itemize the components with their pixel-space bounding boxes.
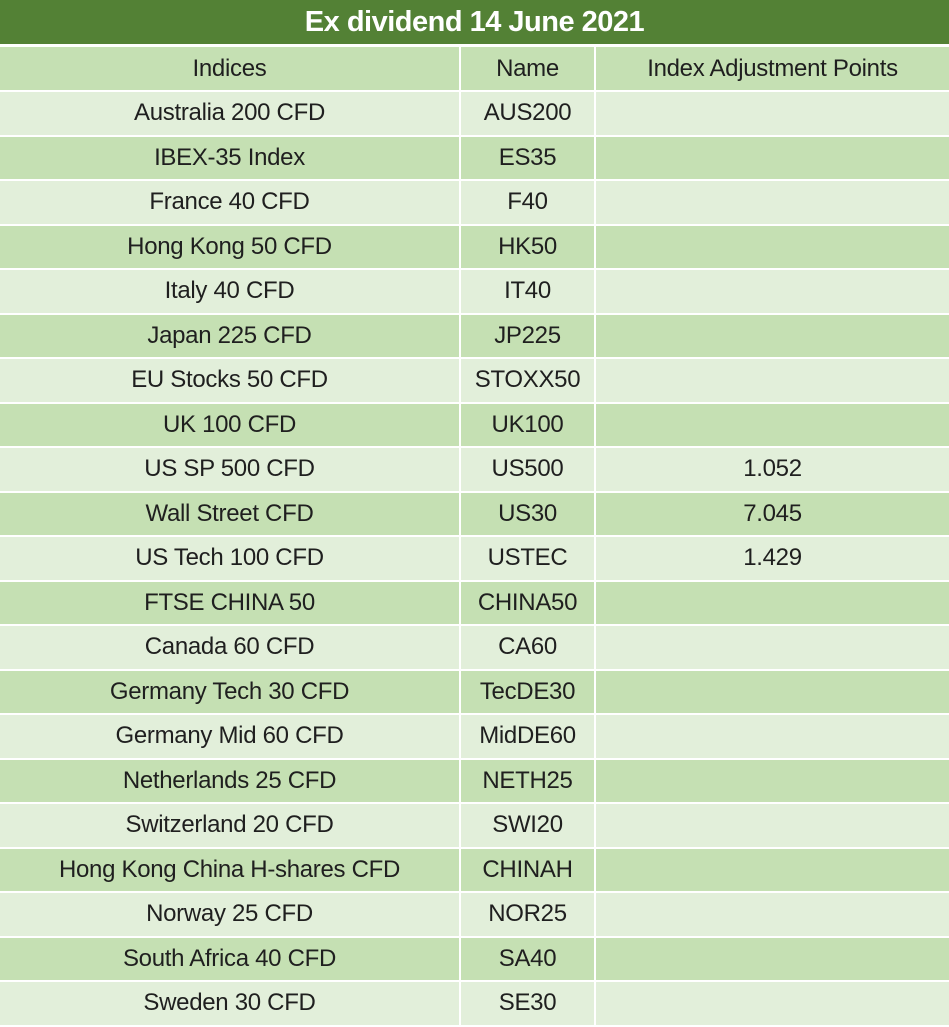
cell-index-adjustment-points bbox=[594, 846, 949, 893]
cell-indices: US Tech 100 CFD bbox=[0, 535, 461, 582]
table-row: UK 100 CFD UK100 bbox=[0, 401, 949, 448]
cell-indices: Japan 225 CFD bbox=[0, 312, 461, 359]
cell-indices: Hong Kong China H-shares CFD bbox=[0, 846, 461, 893]
cell-indices: Netherlands 25 CFD bbox=[0, 757, 461, 804]
table-row: Canada 60 CFD CA60 bbox=[0, 624, 949, 671]
table-row: IBEX-35 Index ES35 bbox=[0, 134, 949, 181]
cell-name: SE30 bbox=[459, 980, 596, 1025]
cell-name: US30 bbox=[459, 490, 596, 537]
table-row: South Africa 40 CFD SA40 bbox=[0, 935, 949, 982]
cell-indices: EU Stocks 50 CFD bbox=[0, 357, 461, 404]
table-row: US SP 500 CFD US500 1.052 bbox=[0, 446, 949, 493]
table-row: Germany Tech 30 CFD TecDE30 bbox=[0, 668, 949, 715]
cell-index-adjustment-points bbox=[594, 713, 949, 760]
cell-name: F40 bbox=[459, 179, 596, 226]
cell-indices: Hong Kong 50 CFD bbox=[0, 223, 461, 270]
cell-index-adjustment-points bbox=[594, 935, 949, 982]
cell-index-adjustment-points bbox=[594, 668, 949, 715]
cell-index-adjustment-points bbox=[594, 891, 949, 938]
cell-name: NOR25 bbox=[459, 891, 596, 938]
table-row: Japan 225 CFD JP225 bbox=[0, 312, 949, 359]
cell-index-adjustment-points bbox=[594, 134, 949, 181]
cell-indices: Germany Mid 60 CFD bbox=[0, 713, 461, 760]
table-row: Italy 40 CFD IT40 bbox=[0, 268, 949, 315]
cell-indices: Switzerland 20 CFD bbox=[0, 802, 461, 849]
cell-name: STOXX50 bbox=[459, 357, 596, 404]
table-row: Netherlands 25 CFD NETH25 bbox=[0, 757, 949, 804]
table-row: Switzerland 20 CFD SWI20 bbox=[0, 802, 949, 849]
title-bar: Ex dividend 14 June 2021 bbox=[0, 0, 949, 44]
cell-indices: South Africa 40 CFD bbox=[0, 935, 461, 982]
cell-indices: FTSE CHINA 50 bbox=[0, 579, 461, 626]
cell-indices: Wall Street CFD bbox=[0, 490, 461, 537]
table-row: Wall Street CFD US30 7.045 bbox=[0, 490, 949, 537]
cell-index-adjustment-points bbox=[594, 357, 949, 404]
cell-indices: UK 100 CFD bbox=[0, 401, 461, 448]
cell-index-adjustment-points bbox=[594, 223, 949, 270]
cell-name: IT40 bbox=[459, 268, 596, 315]
cell-name: HK50 bbox=[459, 223, 596, 270]
table-row: France 40 CFD F40 bbox=[0, 179, 949, 226]
cell-name: JP225 bbox=[459, 312, 596, 359]
col-header-index-adjustment-points: Index Adjustment Points bbox=[594, 47, 949, 92]
table-row: Hong Kong China H-shares CFD CHINAH bbox=[0, 846, 949, 893]
cell-name: SA40 bbox=[459, 935, 596, 982]
table-row: Australia 200 CFD AUS200 bbox=[0, 90, 949, 137]
header-row: Indices Name Index Adjustment Points bbox=[0, 47, 949, 92]
cell-name: US500 bbox=[459, 446, 596, 493]
cell-indices: Italy 40 CFD bbox=[0, 268, 461, 315]
cell-indices: IBEX-35 Index bbox=[0, 134, 461, 181]
cell-index-adjustment-points bbox=[594, 401, 949, 448]
cell-indices: US SP 500 CFD bbox=[0, 446, 461, 493]
page-title: Ex dividend 14 June 2021 bbox=[304, 5, 645, 38]
cell-index-adjustment-points: 1.052 bbox=[594, 446, 949, 493]
table-row: FTSE CHINA 50 CHINA50 bbox=[0, 579, 949, 626]
cell-name: CHINA50 bbox=[459, 579, 596, 626]
cell-index-adjustment-points bbox=[594, 980, 949, 1025]
table-row: Germany Mid 60 CFD MidDE60 bbox=[0, 713, 949, 760]
cell-index-adjustment-points: 7.045 bbox=[594, 490, 949, 537]
table-row: Hong Kong 50 CFD HK50 bbox=[0, 223, 949, 270]
cell-index-adjustment-points bbox=[594, 90, 949, 137]
cell-name: CA60 bbox=[459, 624, 596, 671]
cell-indices: Australia 200 CFD bbox=[0, 90, 461, 137]
table-row: US Tech 100 CFD USTEC 1.429 bbox=[0, 535, 949, 582]
table-row: Norway 25 CFD NOR25 bbox=[0, 891, 949, 938]
cell-index-adjustment-points bbox=[594, 802, 949, 849]
cell-name: ES35 bbox=[459, 134, 596, 181]
cell-index-adjustment-points bbox=[594, 312, 949, 359]
col-header-name: Name bbox=[459, 47, 596, 92]
cell-name: MidDE60 bbox=[459, 713, 596, 760]
cell-name: USTEC bbox=[459, 535, 596, 582]
cell-indices: Norway 25 CFD bbox=[0, 891, 461, 938]
cell-index-adjustment-points bbox=[594, 624, 949, 671]
table-row: Sweden 30 CFD SE30 bbox=[0, 980, 949, 1025]
cell-index-adjustment-points bbox=[594, 268, 949, 315]
cell-name: UK100 bbox=[459, 401, 596, 448]
table-row: EU Stocks 50 CFD STOXX50 bbox=[0, 357, 949, 404]
cell-indices: Germany Tech 30 CFD bbox=[0, 668, 461, 715]
cell-name: NETH25 bbox=[459, 757, 596, 804]
cell-name: CHINAH bbox=[459, 846, 596, 893]
cell-index-adjustment-points bbox=[594, 579, 949, 626]
col-header-indices: Indices bbox=[0, 47, 461, 92]
cell-indices: Sweden 30 CFD bbox=[0, 980, 461, 1025]
dividend-table: Indices Name Index Adjustment Points Aus… bbox=[0, 47, 949, 1025]
cell-index-adjustment-points: 1.429 bbox=[594, 535, 949, 582]
cell-index-adjustment-points bbox=[594, 179, 949, 226]
cell-name: SWI20 bbox=[459, 802, 596, 849]
cell-indices: France 40 CFD bbox=[0, 179, 461, 226]
cell-indices: Canada 60 CFD bbox=[0, 624, 461, 671]
cell-name: TecDE30 bbox=[459, 668, 596, 715]
cell-name: AUS200 bbox=[459, 90, 596, 137]
cell-index-adjustment-points bbox=[594, 757, 949, 804]
